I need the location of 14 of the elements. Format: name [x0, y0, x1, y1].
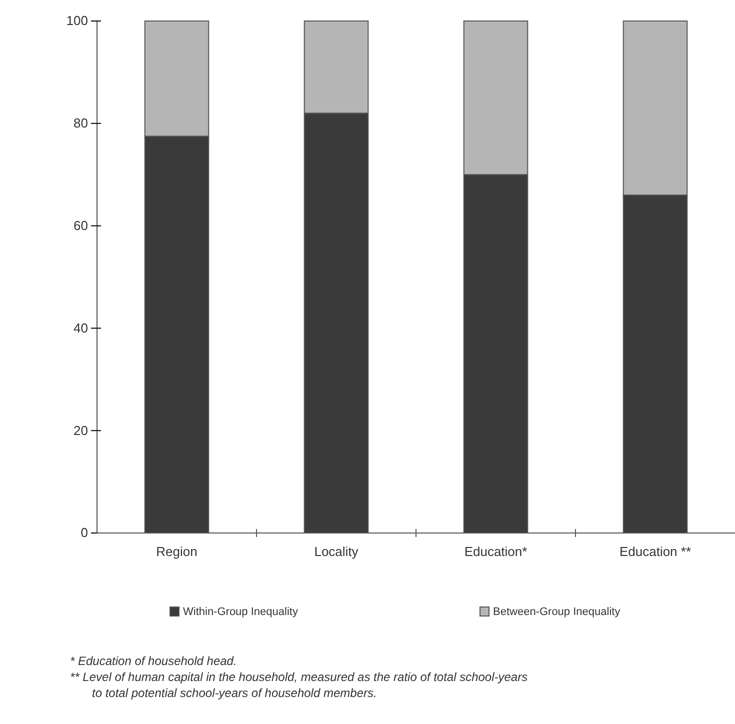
x-tick-label: Education*: [464, 544, 528, 560]
y-tick-label: 60: [74, 218, 88, 233]
x-tick-label: Locality: [314, 544, 359, 560]
x-tick-label: Region: [156, 544, 198, 560]
y-tick-label: 80: [74, 116, 88, 131]
y-tick-label: 20: [74, 422, 88, 438]
text: ** Level of human capital in the household, measured as the ratio of total school-years to total potential school-years of household members.: [70, 670, 531, 700]
text: * Education of household head.: [70, 654, 237, 668]
x-tick-label: Education **: [619, 544, 692, 560]
y-tick-label: 40: [74, 320, 88, 336]
y-tick-label: 0: [80, 525, 88, 540]
y-tick-label: 100: [66, 13, 88, 28]
legend-label: Within-Group Inequality: [183, 606, 298, 618]
legend-label: Between-Group Inequality: [493, 606, 621, 618]
